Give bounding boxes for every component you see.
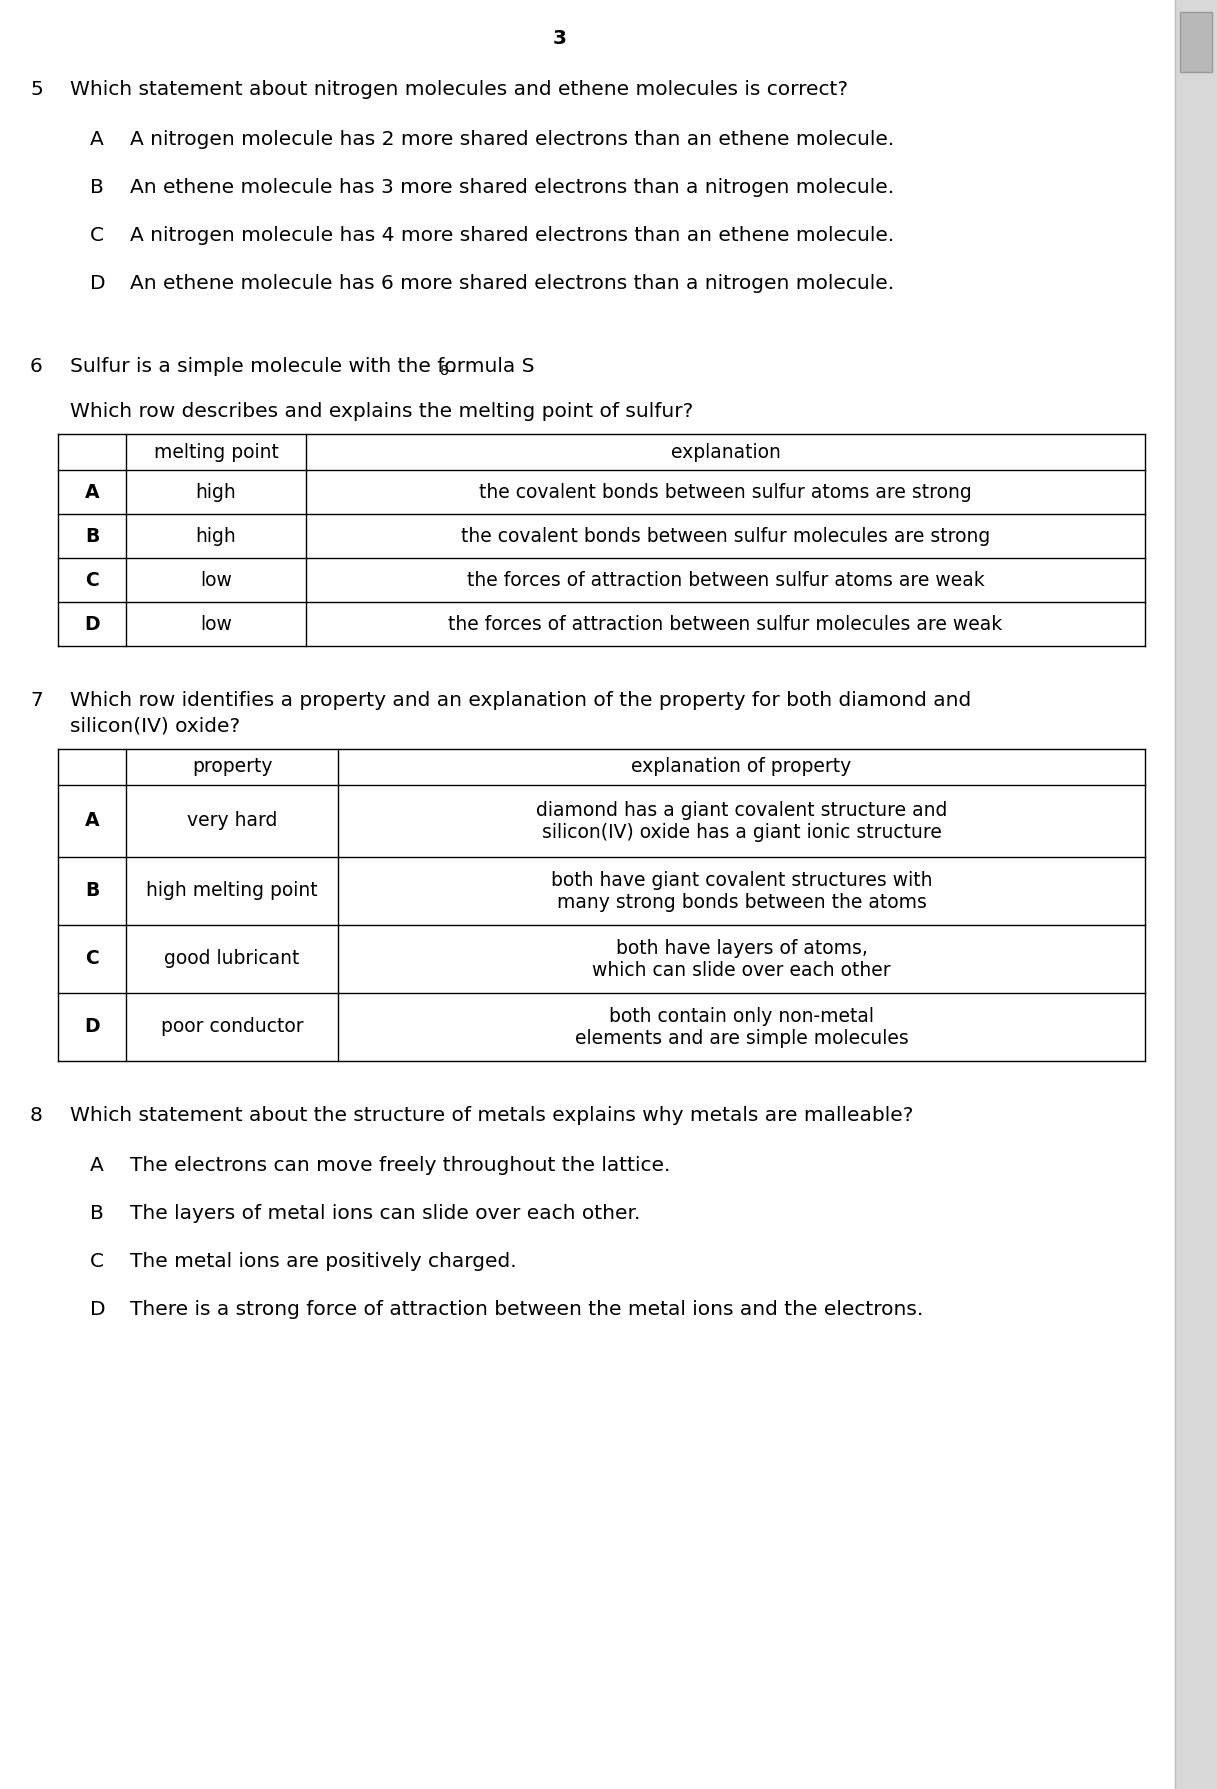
Text: D: D [90, 1301, 106, 1318]
Text: explanation: explanation [671, 442, 780, 462]
Text: 5: 5 [30, 81, 43, 98]
Text: silicon(IV) oxide has a giant ionic structure: silicon(IV) oxide has a giant ionic stru… [542, 823, 942, 841]
Text: high melting point: high melting point [146, 882, 318, 900]
Bar [1180, 13, 1212, 72]
Text: A: A [85, 483, 100, 501]
Text: C: C [85, 950, 99, 968]
Text: which can slide over each other: which can slide over each other [593, 961, 891, 980]
Text: B: B [90, 177, 103, 197]
Text: Which row identifies a property and an explanation of the property for both diam: Which row identifies a property and an e… [71, 691, 971, 710]
Bar [1174, 0, 1217, 1789]
Text: diamond has a giant covalent structure and: diamond has a giant covalent structure a… [535, 800, 947, 819]
Text: C: C [85, 571, 99, 590]
Text: B: B [85, 882, 100, 900]
Text: good lubricant: good lubricant [164, 950, 299, 968]
Text: The metal ions are positively charged.: The metal ions are positively charged. [130, 1252, 517, 1270]
Text: the forces of attraction between sulfur atoms are weak: the forces of attraction between sulfur … [466, 571, 985, 590]
Text: An ethene molecule has 6 more shared electrons than a nitrogen molecule.: An ethene molecule has 6 more shared ele… [130, 274, 894, 293]
Text: B: B [85, 526, 100, 546]
Text: D: D [84, 614, 100, 633]
Text: melting point: melting point [153, 442, 279, 462]
Text: poor conductor: poor conductor [161, 1018, 303, 1036]
Text: A: A [90, 131, 103, 148]
Text: explanation of property: explanation of property [632, 757, 852, 776]
Text: very hard: very hard [187, 812, 277, 830]
Text: Which row describes and explains the melting point of sulfur?: Which row describes and explains the mel… [71, 403, 694, 420]
Text: C: C [90, 1252, 103, 1270]
Text: 8: 8 [441, 363, 449, 377]
Text: 6: 6 [30, 358, 43, 376]
Text: D: D [84, 1018, 100, 1036]
Text: Which statement about nitrogen molecules and ethene molecules is correct?: Which statement about nitrogen molecules… [71, 81, 848, 98]
Text: low: low [200, 614, 232, 633]
Text: silicon(IV) oxide?: silicon(IV) oxide? [71, 717, 240, 735]
Text: The electrons can move freely throughout the lattice.: The electrons can move freely throughout… [130, 1156, 671, 1175]
Text: D: D [90, 274, 106, 293]
Text: low: low [200, 571, 232, 590]
Text: both have layers of atoms,: both have layers of atoms, [616, 939, 868, 957]
Text: property: property [192, 757, 273, 776]
Text: 8: 8 [30, 1106, 43, 1125]
Text: Which statement about the structure of metals explains why metals are malleable?: Which statement about the structure of m… [71, 1106, 914, 1125]
Text: high: high [196, 483, 236, 501]
Text: 7: 7 [30, 691, 43, 710]
Text: the forces of attraction between sulfur molecules are weak: the forces of attraction between sulfur … [448, 614, 1003, 633]
Text: .: . [450, 358, 456, 376]
Text: the covalent bonds between sulfur molecules are strong: the covalent bonds between sulfur molecu… [461, 526, 991, 546]
Text: B: B [90, 1204, 103, 1224]
Text: C: C [90, 225, 103, 245]
Text: the covalent bonds between sulfur atoms are strong: the covalent bonds between sulfur atoms … [479, 483, 972, 501]
Text: A: A [85, 812, 100, 830]
Text: The layers of metal ions can slide over each other.: The layers of metal ions can slide over … [130, 1204, 640, 1224]
Text: many strong bonds between the atoms: many strong bonds between the atoms [556, 893, 926, 912]
Text: 3: 3 [553, 29, 567, 48]
Text: A: A [90, 1156, 103, 1175]
Text: An ethene molecule has 3 more shared electrons than a nitrogen molecule.: An ethene molecule has 3 more shared ele… [130, 177, 894, 197]
Text: elements and are simple molecules: elements and are simple molecules [574, 1029, 908, 1048]
Text: high: high [196, 526, 236, 546]
Text: There is a strong force of attraction between the metal ions and the electrons.: There is a strong force of attraction be… [130, 1301, 924, 1318]
Text: both contain only non-metal: both contain only non-metal [608, 1007, 874, 1025]
Text: A nitrogen molecule has 4 more shared electrons than an ethene molecule.: A nitrogen molecule has 4 more shared el… [130, 225, 894, 245]
Text: Sulfur is a simple molecule with the formula S: Sulfur is a simple molecule with the for… [71, 358, 534, 376]
Text: A nitrogen molecule has 2 more shared electrons than an ethene molecule.: A nitrogen molecule has 2 more shared el… [130, 131, 894, 148]
Text: both have giant covalent structures with: both have giant covalent structures with [551, 871, 932, 889]
